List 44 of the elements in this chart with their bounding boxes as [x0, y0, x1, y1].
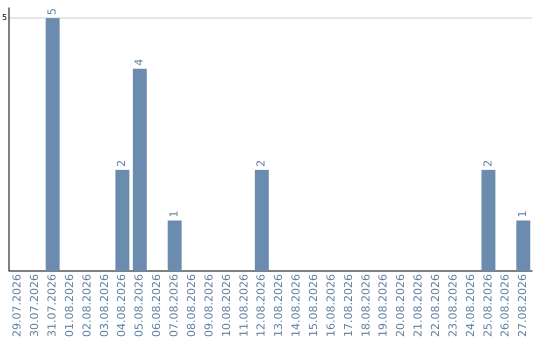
x-tick-label: 08.08.2026: [184, 274, 198, 338]
x-tick-label: 24.08.2026: [464, 274, 477, 338]
x-tick-label: 31.07.2026: [46, 274, 59, 338]
x-tick-label: 12.08.2026: [254, 274, 268, 338]
x-tick-label: 23.08.2026: [446, 274, 460, 338]
bar: [115, 170, 130, 272]
x-tick-label: 17.08.2026: [342, 274, 355, 338]
x-tick-label: 02.08.2026: [80, 274, 94, 338]
x-tick-label: 22.08.2026: [428, 274, 442, 338]
data-label: 2: [481, 160, 494, 167]
x-tick-label: 15.08.2026: [306, 274, 320, 338]
bar: [516, 220, 530, 272]
bar: [46, 18, 60, 272]
x-tick-label: 11.08.2026: [237, 274, 250, 338]
data-label: 4: [132, 58, 146, 66]
bar: [254, 170, 269, 272]
x-tick-label: 25.08.2026: [481, 274, 494, 338]
bar: [132, 68, 147, 272]
data-label: 2: [254, 160, 268, 167]
bar: [481, 170, 496, 272]
data-label: 1: [516, 210, 530, 218]
x-tick-label: 03.08.2026: [98, 274, 111, 338]
x-tick-label: 29.07.2026: [10, 274, 24, 338]
x-tick-label: 09.08.2026: [202, 274, 216, 338]
x-tick-label: 16.08.2026: [324, 274, 338, 338]
x-tick-label: 19.08.2026: [376, 274, 390, 338]
data-label: 2: [115, 160, 128, 167]
x-tick-label: 30.07.2026: [28, 274, 42, 338]
x-tick-label: 26.08.2026: [498, 274, 512, 338]
bar: [168, 220, 182, 272]
x-tick-label: 05.08.2026: [132, 274, 146, 338]
x-tick-label: 06.08.2026: [150, 274, 164, 338]
data-label: 1: [168, 210, 181, 218]
x-tick-label: 27.08.2026: [516, 274, 530, 338]
data-label: 5: [46, 8, 59, 16]
x-tick-label: 21.08.2026: [412, 274, 425, 338]
x-tick-label: 18.08.2026: [359, 274, 372, 338]
x-tick-label: 04.08.2026: [115, 274, 128, 338]
x-tick-label: 07.08.2026: [168, 274, 181, 338]
x-tick-label: 01.08.2026: [62, 274, 76, 338]
x-tick-label: 13.08.2026: [272, 274, 286, 338]
x-tick-label: 14.08.2026: [290, 274, 303, 338]
x-tick-label: 10.08.2026: [220, 274, 233, 338]
x-tick-label: 20.08.2026: [394, 274, 408, 338]
